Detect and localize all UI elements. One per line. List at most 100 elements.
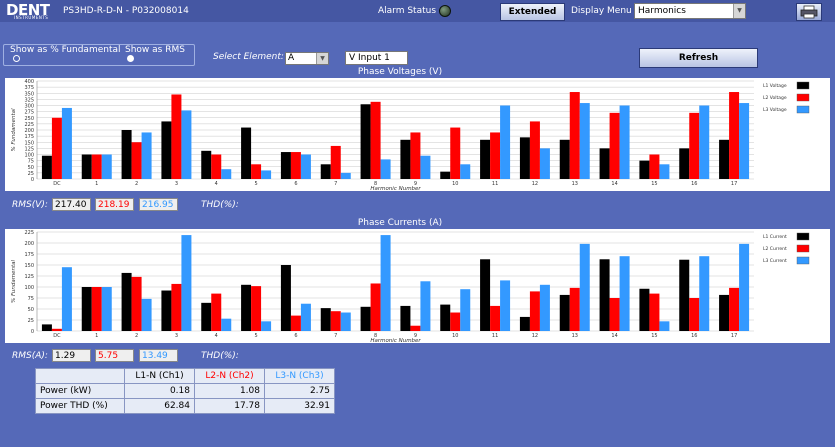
voltage-bar xyxy=(529,121,540,179)
current-bar xyxy=(689,298,700,331)
radio-percent-fundamental[interactable]: Show as % Fundamental xyxy=(10,45,121,55)
current-bar xyxy=(101,287,112,331)
voltage-bar xyxy=(81,154,92,179)
voltage-bar xyxy=(300,154,311,179)
voltage-y-tick-label: 100 xyxy=(24,153,34,159)
voltage-x-tick-label: 10 xyxy=(452,181,458,187)
current-bar xyxy=(370,283,381,331)
current-y-tick-label: 225 xyxy=(24,230,34,236)
input-name-field[interactable]: V Input 1 xyxy=(345,51,408,65)
current-legend-label: L2 Current xyxy=(763,246,787,252)
current-bar xyxy=(300,303,311,331)
current-bar xyxy=(599,259,610,331)
current-bar xyxy=(61,267,72,331)
voltage-x-tick-label: 16 xyxy=(691,181,697,187)
current-x-tick-label: 8 xyxy=(374,333,377,339)
voltage-bar xyxy=(101,154,112,179)
input-name-value: V Input 1 xyxy=(349,53,390,63)
voltage-bar xyxy=(141,132,152,179)
current-x-tick-label: 7 xyxy=(334,333,337,339)
current-bar xyxy=(181,235,192,331)
radio-rms[interactable]: Show as RMS xyxy=(125,45,185,55)
current-legend-label: L1 Current xyxy=(763,234,787,240)
current-bar xyxy=(699,256,710,331)
table-cell: 62.84 xyxy=(124,398,195,414)
voltage-bar xyxy=(480,139,491,179)
current-chart-panel: 0 25 50 75 100 125 150 175 200 225% Fundamental DC… xyxy=(5,229,830,344)
voltage-y-tick-label: 300 xyxy=(24,104,34,110)
voltage-legend-swatch xyxy=(796,105,810,114)
current-bar xyxy=(729,287,740,331)
voltage-y-tick-label: 200 xyxy=(24,128,34,134)
current-bar xyxy=(539,284,550,331)
radio-percent-fundamental-label: Show as % Fundamental xyxy=(10,45,121,55)
voltage-bar xyxy=(380,159,391,179)
extended-button[interactable]: Extended xyxy=(500,3,565,21)
voltage-legend-label: L2 Voltage xyxy=(763,95,787,101)
current-bar xyxy=(569,287,580,331)
rms-v-l1-value: 217.40 xyxy=(52,198,91,211)
current-bar xyxy=(221,318,232,331)
current-y-tick-label: 200 xyxy=(24,241,34,247)
current-bar xyxy=(41,324,52,331)
print-button[interactable] xyxy=(796,3,822,21)
element-select-value: A xyxy=(288,53,295,63)
voltage-bar xyxy=(619,105,630,179)
current-y-tick-label: 100 xyxy=(24,285,34,291)
element-select[interactable]: A ▼ xyxy=(285,52,329,65)
current-bar xyxy=(500,280,511,331)
voltage-bar xyxy=(559,139,570,179)
voltage-y-tick-label: 25 xyxy=(28,171,34,177)
current-y-tick-label: 175 xyxy=(24,252,34,258)
voltage-x-tick-label: 12 xyxy=(532,181,538,187)
voltage-bar xyxy=(539,148,550,179)
current-bar xyxy=(360,306,371,331)
radio-unselected-icon[interactable] xyxy=(13,55,20,62)
current-chart-title: Phase Currents (A) xyxy=(357,218,443,228)
rms-a-l3-value: 13.49 xyxy=(139,349,178,362)
current-bar xyxy=(171,283,182,331)
current-bar xyxy=(211,293,222,331)
voltage-x-tick-label: 17 xyxy=(731,181,737,187)
display-menu-select[interactable]: Harmonics ▼ xyxy=(634,3,746,19)
voltage-bar xyxy=(519,137,530,179)
current-x-tick-label: 5 xyxy=(254,333,257,339)
voltage-x-tick-label: 14 xyxy=(611,181,617,187)
voltage-bar xyxy=(599,148,610,179)
current-bar xyxy=(480,259,491,331)
voltage-bar xyxy=(251,164,262,179)
current-bar xyxy=(121,272,132,331)
rms-v-l3-value: 216.95 xyxy=(139,198,178,211)
voltage-y-tick-label: 375 xyxy=(24,85,34,91)
current-x-tick-label: 16 xyxy=(691,333,697,339)
radio-selected-icon[interactable] xyxy=(127,55,134,62)
voltage-x-axis-label: Harmonic Number xyxy=(370,186,421,191)
current-x-tick-label: 2 xyxy=(135,333,138,339)
table-row: Power THD (%) 62.84 17.78 32.91 xyxy=(35,398,335,414)
voltage-x-tick-label: DC xyxy=(53,181,61,187)
table-row: Power (kW) 0.18 1.08 2.75 xyxy=(35,383,335,399)
current-bar xyxy=(290,315,301,331)
refresh-button[interactable]: Refresh xyxy=(639,48,758,68)
voltage-bar xyxy=(500,105,511,179)
current-x-tick-label: 4 xyxy=(215,333,218,339)
current-bar xyxy=(241,284,252,331)
voltage-bar xyxy=(420,155,431,179)
voltage-y-tick-label: 250 xyxy=(24,116,34,122)
voltage-bar xyxy=(41,155,52,179)
current-x-tick-label: 12 xyxy=(532,333,538,339)
voltage-bar xyxy=(490,132,501,179)
voltage-bar xyxy=(211,154,222,179)
current-x-tick-label: 10 xyxy=(452,333,458,339)
voltage-bar xyxy=(719,139,730,179)
current-x-tick-label: 11 xyxy=(492,333,498,339)
voltage-chart-panel: 0 25 50 75 100 125 150 175 200 225 250 275 300 325 350… xyxy=(5,78,830,192)
current-y-tick-label: 0 xyxy=(31,329,34,335)
voltage-legend-swatch xyxy=(796,93,810,102)
current-bar xyxy=(161,290,172,331)
power-table-header-cell: L1-N (Ch1) xyxy=(124,368,195,384)
table-cell: 0.18 xyxy=(124,383,195,399)
current-legend-label: L3 Current xyxy=(763,258,787,264)
voltage-bar xyxy=(290,152,301,179)
